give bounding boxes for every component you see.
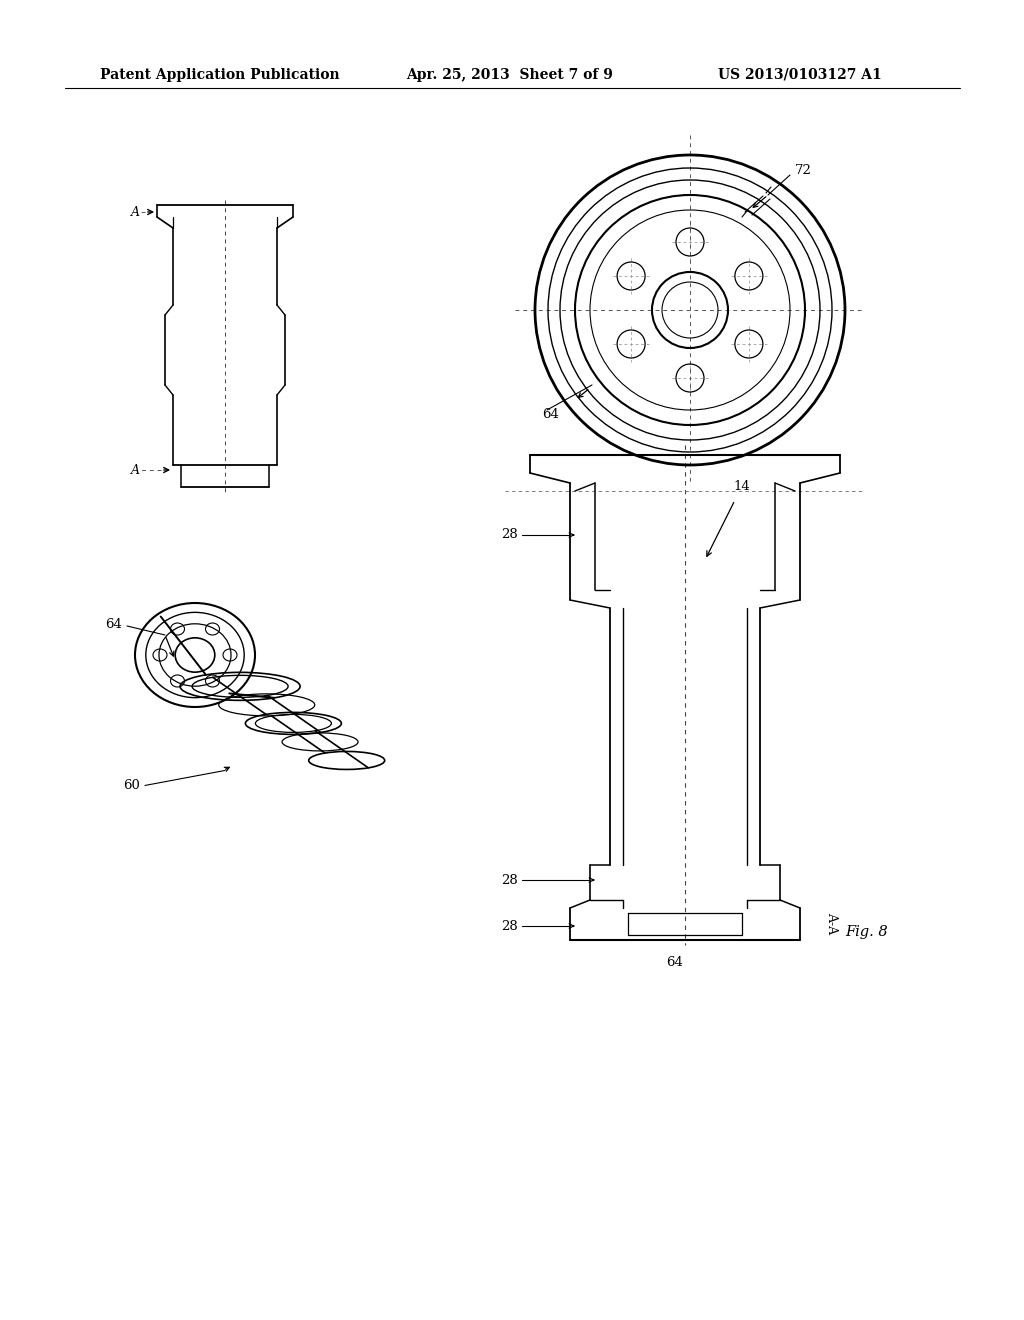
Text: A: A [130, 463, 139, 477]
Text: Patent Application Publication: Patent Application Publication [100, 69, 340, 82]
Text: 64: 64 [542, 408, 559, 421]
Text: 14: 14 [733, 480, 750, 494]
Text: 28: 28 [502, 920, 518, 932]
Text: 64: 64 [105, 619, 122, 631]
Text: A: A [130, 206, 139, 219]
Text: 28: 28 [502, 874, 518, 887]
Text: 60: 60 [123, 779, 140, 792]
Text: Fig. 8: Fig. 8 [845, 925, 888, 939]
Text: A-A: A-A [825, 912, 838, 935]
Text: Apr. 25, 2013  Sheet 7 of 9: Apr. 25, 2013 Sheet 7 of 9 [407, 69, 613, 82]
Text: 64: 64 [667, 956, 683, 969]
Text: US 2013/0103127 A1: US 2013/0103127 A1 [718, 69, 882, 82]
Text: 72: 72 [795, 164, 812, 177]
Text: 28: 28 [502, 528, 518, 541]
